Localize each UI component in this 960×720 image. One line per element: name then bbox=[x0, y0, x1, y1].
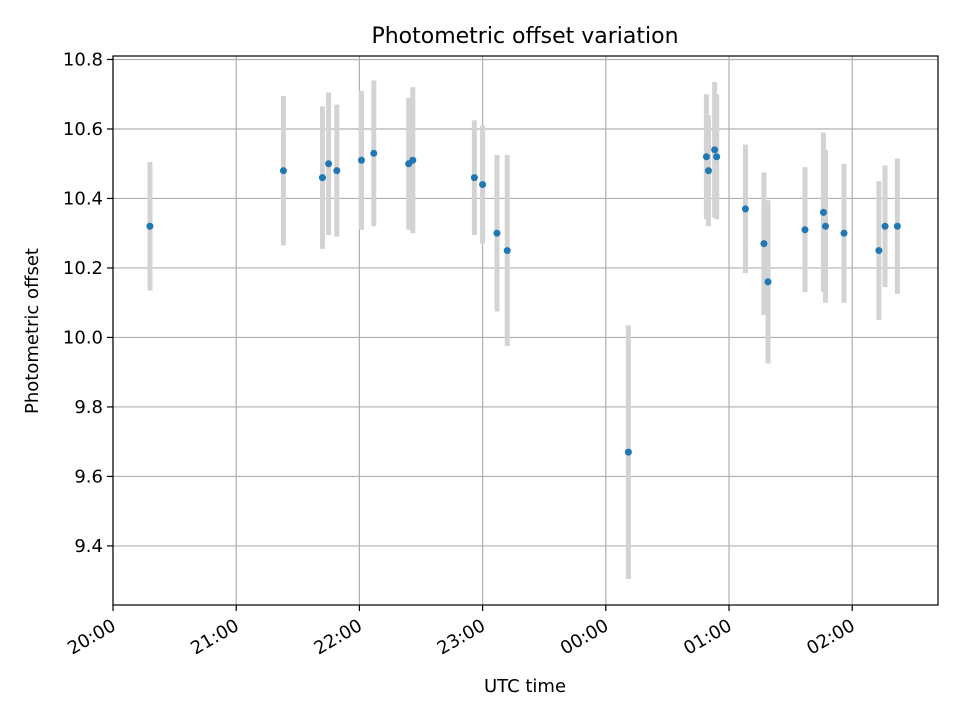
data-point bbox=[318, 174, 326, 182]
data-point bbox=[801, 226, 809, 234]
y-tick-label: 10.2 bbox=[63, 258, 103, 279]
x-tick-label: 01:00 bbox=[680, 615, 735, 659]
plot-frame bbox=[112, 55, 939, 606]
data-point bbox=[704, 167, 712, 175]
y-tick-label: 9.8 bbox=[74, 397, 103, 418]
x-tick-label: 22:00 bbox=[310, 615, 365, 659]
data-point bbox=[822, 222, 830, 230]
y-tick-label: 9.4 bbox=[74, 536, 103, 557]
data-point bbox=[279, 167, 287, 175]
data-point bbox=[325, 160, 333, 168]
data-point bbox=[840, 229, 848, 237]
y-tick-label: 9.6 bbox=[74, 466, 103, 487]
data-point bbox=[146, 222, 154, 230]
x-axis-title: UTC time bbox=[484, 676, 566, 697]
data-point bbox=[741, 205, 749, 213]
error-bars bbox=[147, 80, 900, 579]
y-tick-label: 10.0 bbox=[63, 327, 103, 348]
data-point bbox=[370, 149, 378, 157]
data-point bbox=[893, 222, 901, 230]
grid bbox=[112, 56, 938, 605]
x-tick-label: 21:00 bbox=[187, 615, 242, 659]
x-axis-ticks: 20:00 21:00 22:00 23:00 00:00 01:00 02:00 bbox=[64, 605, 859, 659]
y-axis-title: Photometric offset bbox=[22, 248, 43, 414]
x-tick-label: 00:00 bbox=[557, 615, 612, 659]
y-axis-ticks: 9.4 9.6 9.8 10.0 10.2 10.4 10.6 10.8 bbox=[63, 49, 113, 557]
data-point bbox=[875, 247, 883, 255]
x-tick-label: 20:00 bbox=[64, 615, 119, 659]
x-tick-label: 23:00 bbox=[434, 615, 489, 659]
data-point bbox=[713, 153, 721, 161]
data-point bbox=[503, 247, 511, 255]
data-point bbox=[881, 222, 889, 230]
y-tick-label: 10.6 bbox=[63, 119, 103, 140]
data-point bbox=[819, 208, 827, 216]
data-points bbox=[146, 146, 901, 456]
data-point bbox=[479, 181, 487, 189]
data-point bbox=[357, 156, 365, 164]
data-point bbox=[702, 153, 710, 161]
x-tick-label: 02:00 bbox=[803, 615, 858, 659]
data-point bbox=[470, 174, 478, 182]
y-tick-label: 10.8 bbox=[63, 49, 103, 70]
data-point bbox=[764, 278, 772, 286]
data-point bbox=[409, 156, 417, 164]
data-point bbox=[333, 167, 341, 175]
data-point bbox=[493, 229, 501, 237]
data-point bbox=[760, 240, 768, 248]
y-tick-label: 10.4 bbox=[63, 188, 103, 209]
data-point bbox=[624, 448, 632, 456]
data-point bbox=[711, 146, 719, 154]
chart-title: Photometric offset variation bbox=[371, 24, 678, 49]
